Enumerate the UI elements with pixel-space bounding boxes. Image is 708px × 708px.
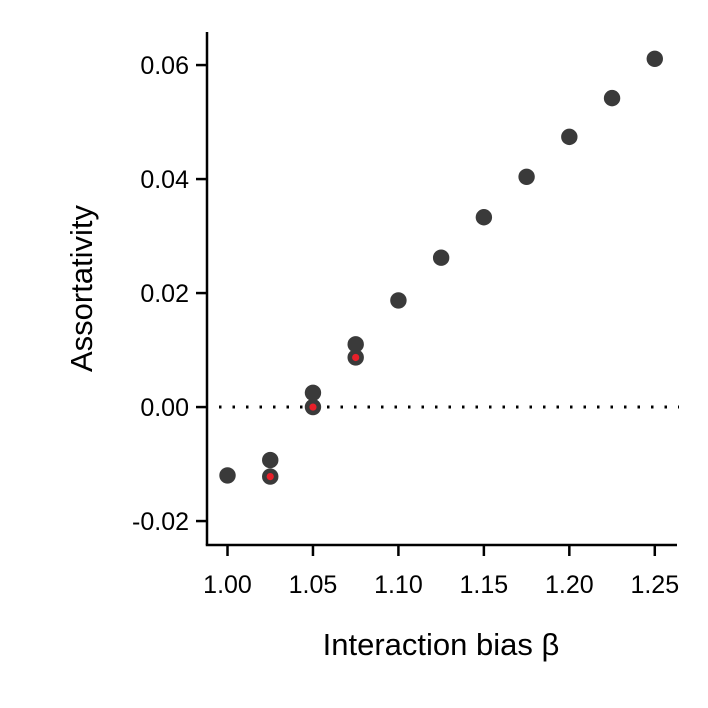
data-point <box>432 249 450 266</box>
y-tick-label: -0.02 <box>132 508 189 536</box>
data-point-highlight <box>352 353 360 362</box>
x-tick-label: 1.10 <box>374 571 423 599</box>
data-point <box>518 168 535 185</box>
x-axis-ticks: 1.00 1.05 1.10 1.15 1.20 1.25 <box>203 545 679 599</box>
data-point <box>347 336 364 353</box>
data-point <box>603 89 621 107</box>
y-tick-label: 0.06 <box>140 52 189 80</box>
data-point <box>262 451 279 469</box>
x-tick-label: 1.00 <box>203 571 252 599</box>
x-tick-label: 1.20 <box>545 571 594 599</box>
x-tick-label: 1.05 <box>289 571 338 599</box>
data-points <box>219 50 663 485</box>
data-point <box>475 209 493 226</box>
y-tick-label: 0.02 <box>140 280 189 308</box>
y-tick-label: 0.00 <box>140 394 189 422</box>
data-point <box>390 292 407 309</box>
data-point-highlight <box>309 403 317 411</box>
y-axis-ticks: -0.02 0.00 0.02 0.04 0.06 <box>132 52 207 536</box>
data-point <box>561 128 578 146</box>
data-point-highlight <box>266 473 274 481</box>
x-tick-label: 1.15 <box>460 571 509 599</box>
x-axis-title: Interaction bias β <box>323 627 560 662</box>
data-point <box>219 467 236 484</box>
y-tick-label: 0.04 <box>140 166 189 194</box>
x-tick-label: 1.25 <box>630 571 679 599</box>
data-point <box>646 50 663 67</box>
data-point <box>304 384 322 402</box>
y-axis-title: Assortativity <box>64 204 99 372</box>
